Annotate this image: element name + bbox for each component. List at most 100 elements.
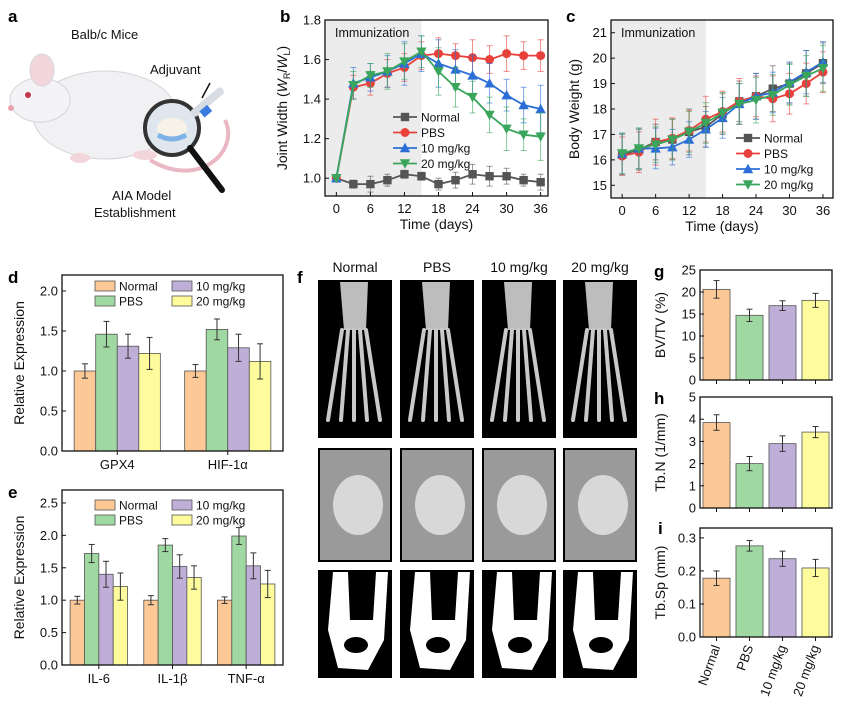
data-point xyxy=(650,140,661,150)
bar xyxy=(157,544,173,666)
bar xyxy=(217,599,233,666)
legend-label: 10 mg/kg xyxy=(196,280,245,294)
y-tick-label: 1.2 xyxy=(303,131,321,146)
adjuvant-label: Adjuvant xyxy=(150,62,201,77)
panel-label-g: g xyxy=(654,262,664,281)
y-tick-label: 1.4 xyxy=(303,92,321,107)
y-tick-label: 3 xyxy=(689,434,696,449)
y-tick-label: 1 xyxy=(689,478,696,493)
legend-swatch xyxy=(94,499,116,511)
data-point xyxy=(683,127,695,138)
plot-frame xyxy=(61,274,284,452)
chart-i: Normal PBS 10 mg/kg 20 mg/kg 0.0 0.1 0.2 0.3 Tb.… xyxy=(652,527,833,698)
y-axis-label: Tb.N (1/mm) xyxy=(652,413,668,492)
bar xyxy=(186,577,202,666)
legend-swatch xyxy=(171,295,193,307)
model-label-line1: AIA Model xyxy=(112,188,172,203)
y-tick-label: 0.3 xyxy=(678,530,696,545)
y-tick-label: 1.8 xyxy=(303,13,321,28)
bar xyxy=(801,431,830,509)
data-point xyxy=(817,64,829,74)
legend-label: PBS xyxy=(764,147,788,161)
legend-swatch xyxy=(94,514,116,526)
model-label-line2: Establishment xyxy=(94,205,176,220)
bar xyxy=(768,443,797,509)
y-tick-label: 15 xyxy=(593,178,607,193)
chart-h: 0 1 2 3 4 5 Tb.N (1/mm) xyxy=(652,390,833,516)
plot-frame xyxy=(699,527,833,638)
bar xyxy=(801,567,830,638)
data-point xyxy=(501,124,512,134)
panel-label-d: d xyxy=(8,268,18,287)
y-tick-label: 0.5 xyxy=(40,404,58,419)
data-point xyxy=(502,172,511,181)
y-axis-label: BV/TV (%) xyxy=(652,292,668,358)
x-axis-label: Time (days) xyxy=(685,218,758,234)
y-tick-label: 15 xyxy=(682,307,696,322)
plot-frame xyxy=(699,269,833,381)
data-point xyxy=(700,118,712,129)
bar xyxy=(69,599,85,666)
data-point xyxy=(349,179,358,189)
legend-label: 20 mg/kg xyxy=(421,157,470,171)
bar xyxy=(735,314,764,381)
legend-label: Normal xyxy=(421,111,460,125)
x-tick-label: 36 xyxy=(816,203,830,218)
data-point xyxy=(485,55,495,65)
data-point xyxy=(536,177,545,187)
x-axis-label: Time (days) xyxy=(400,216,473,232)
mouse-label: Balb/c Mice xyxy=(71,27,139,42)
legend-label: PBS xyxy=(119,295,143,309)
column-header: 20 mg/kg xyxy=(571,259,629,275)
x-tick-label: 30 xyxy=(782,203,796,218)
y-tick-label: 2 xyxy=(689,456,696,471)
x-tick-label: 36 xyxy=(533,201,547,216)
data-point xyxy=(518,130,529,140)
x-tick-label: 18 xyxy=(431,201,445,216)
panel-label-b: b xyxy=(280,7,290,26)
y-tick-label: 5 xyxy=(689,390,696,405)
data-point xyxy=(742,180,754,190)
x-tick-label: IL-6 xyxy=(88,671,110,686)
series-20-mg-kg xyxy=(112,565,276,666)
y-tick-label: 0 xyxy=(689,373,696,388)
data-point xyxy=(717,108,728,119)
y-tick-label: 25 xyxy=(682,263,696,278)
y-tick-label: 2.5 xyxy=(40,495,58,510)
x-tick-label: 12 xyxy=(397,201,411,216)
column-header: Normal xyxy=(332,259,377,275)
x-tick-label: 6 xyxy=(367,201,374,216)
data-point xyxy=(536,51,546,61)
data-point xyxy=(451,175,460,185)
panel-label-c: c xyxy=(566,7,575,26)
y-axis-label: Relative Expression xyxy=(11,301,27,425)
x-tick-label: 12 xyxy=(682,203,696,218)
legend-label: PBS xyxy=(119,514,143,528)
panel-label-i: i xyxy=(658,519,663,538)
data-point xyxy=(633,144,645,154)
data-point xyxy=(331,174,342,184)
panel-label-f: f xyxy=(297,268,303,287)
bar xyxy=(84,553,100,666)
y-tick-label: 1.5 xyxy=(40,560,58,575)
data-point xyxy=(767,90,778,101)
data-point xyxy=(417,172,426,181)
data-point xyxy=(399,159,411,169)
y-tick-label: 0.0 xyxy=(40,658,58,673)
data-point xyxy=(519,51,529,61)
legend-swatch xyxy=(171,499,193,511)
data-point xyxy=(742,163,754,174)
bar xyxy=(227,347,250,452)
bar xyxy=(735,545,764,638)
chart-g: 0 5 10 15 20 25 BV/TV (%) xyxy=(652,263,833,388)
data-point xyxy=(416,47,427,57)
y-tick-label: 10 xyxy=(682,329,696,344)
column-header: 10 mg/kg xyxy=(490,259,548,275)
bar xyxy=(702,288,731,381)
data-point xyxy=(616,149,628,159)
bar xyxy=(73,370,97,452)
series-20-mg-kg xyxy=(616,44,829,175)
